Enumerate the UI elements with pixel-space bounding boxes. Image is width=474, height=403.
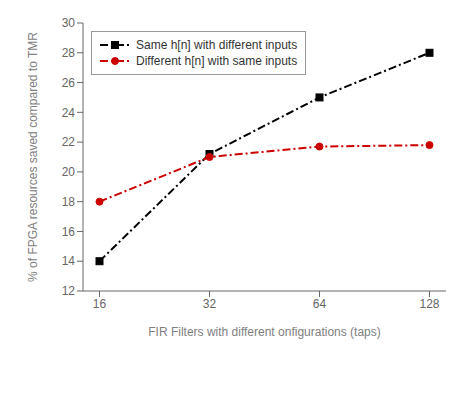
svg-text:16: 16 bbox=[62, 225, 76, 239]
svg-text:12: 12 bbox=[62, 284, 76, 298]
svg-text:18: 18 bbox=[62, 195, 76, 209]
svg-text:28: 28 bbox=[62, 46, 76, 60]
svg-text:30: 30 bbox=[62, 16, 76, 30]
svg-text:32: 32 bbox=[203, 297, 217, 311]
svg-text:14: 14 bbox=[62, 254, 76, 268]
svg-text:% of FPGA resources saved comp: % of FPGA resources saved compared to TM… bbox=[26, 32, 40, 282]
svg-text:22: 22 bbox=[62, 135, 76, 149]
svg-text:64: 64 bbox=[313, 297, 327, 311]
svg-text:FIR Filters with different onf: FIR Filters with different onfigurations… bbox=[148, 325, 381, 339]
svg-text:24: 24 bbox=[62, 106, 76, 120]
svg-text:20: 20 bbox=[62, 165, 76, 179]
svg-text:26: 26 bbox=[62, 76, 76, 90]
svg-text:16: 16 bbox=[93, 297, 107, 311]
svg-text:128: 128 bbox=[419, 297, 439, 311]
html-text:Same h[n] with different input: Same h[n] with different inputs bbox=[136, 38, 298, 52]
html-text:Different h[n] with same input: Different h[n] with same inputs bbox=[136, 54, 298, 68]
